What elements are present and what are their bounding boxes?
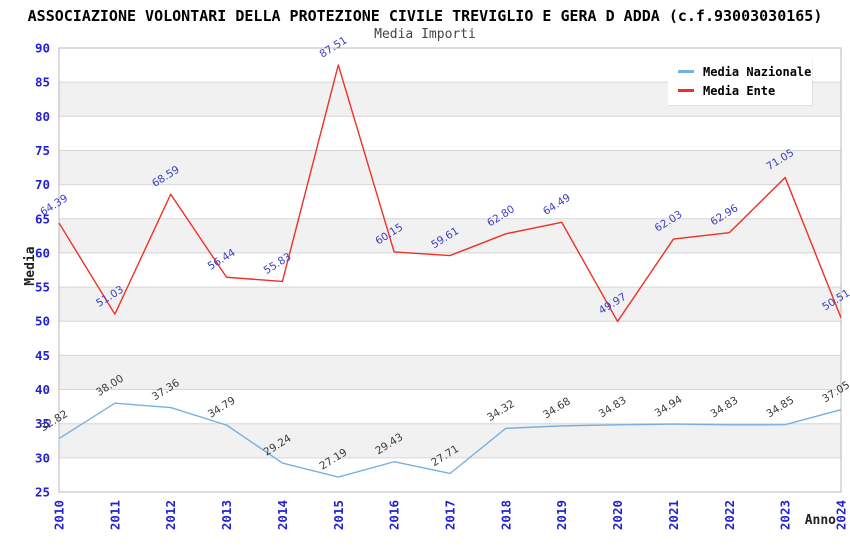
grid-band (59, 150, 841, 185)
y-tick-label: 80 (35, 109, 50, 124)
x-tick-label: 2013 (219, 500, 234, 530)
x-tick-label: 2014 (275, 500, 290, 530)
grid-band (59, 355, 841, 390)
x-tick-label: 2010 (52, 500, 67, 530)
y-tick-label: 70 (35, 177, 50, 192)
y-tick-label: 85 (35, 75, 50, 90)
series-line-media-ente (58, 64, 842, 323)
x-tick-label: 2016 (387, 500, 402, 530)
chart-subtitle: Media Importi (374, 27, 476, 42)
x-tick-label: 2017 (443, 500, 458, 530)
legend-label: Media Ente (703, 83, 776, 98)
y-tick-label: 40 (35, 382, 50, 397)
x-tick-label: 2015 (331, 500, 346, 530)
y-tick-label: 45 (35, 348, 50, 363)
y-tick-label: 75 (35, 143, 50, 158)
y-tick-label: 60 (35, 245, 50, 260)
plot-border (58, 47, 842, 493)
grid-band (59, 184, 841, 219)
y-axis-title: Media (23, 246, 38, 286)
grid-band (59, 252, 841, 288)
x-tick-label: 2021 (666, 500, 681, 530)
y-tick-label: 30 (35, 450, 50, 465)
chart-title: ASSOCIAZIONE VOLONTARI DELLA PROTEZIONE … (27, 7, 823, 25)
x-tick-label: 2012 (163, 500, 178, 530)
x-tick-label: 2018 (498, 500, 513, 530)
grid-band (59, 287, 841, 322)
x-tick-label: 2011 (107, 500, 122, 530)
x-tick-label: 2022 (722, 500, 737, 530)
y-tick-label: 55 (35, 280, 50, 295)
x-tick-label: 2020 (610, 500, 625, 530)
grid-band (59, 116, 841, 151)
line-marker-icon (678, 70, 694, 73)
grid-band (59, 218, 841, 253)
grid-band (59, 321, 841, 356)
grid-band (59, 389, 841, 424)
y-tick-label: 65 (35, 211, 50, 226)
y-tick-label: 25 (35, 485, 50, 500)
series-line-media-nazionale (58, 402, 842, 478)
y-tick-label: 90 (35, 41, 50, 56)
y-tick-label: 50 (35, 314, 50, 329)
grid-band (59, 423, 841, 458)
grid-band (59, 457, 841, 492)
legend-label: Media Nazionale (703, 64, 812, 79)
x-tick-label: 2024 (834, 500, 849, 530)
x-tick-label: 2019 (554, 500, 569, 530)
x-tick-label: 2023 (778, 500, 793, 530)
x-axis-title: Anno (804, 513, 836, 528)
legend-item-media-ente: Media Ente (668, 81, 812, 100)
legend-item-media-nazionale: Media Nazionale (668, 62, 812, 81)
line-marker-icon (678, 89, 694, 92)
legend: Media Nazionale Media Ente (668, 58, 812, 105)
y-tick-label: 35 (35, 416, 50, 431)
